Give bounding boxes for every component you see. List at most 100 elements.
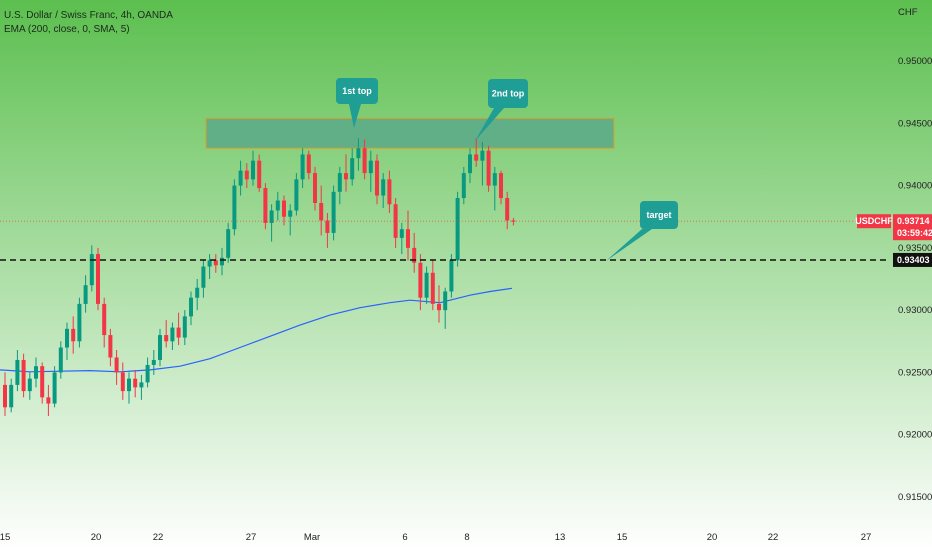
candle-body	[387, 179, 392, 205]
candle	[207, 254, 212, 279]
candle	[83, 275, 88, 313]
candle-body	[412, 247, 417, 263]
ema-line	[0, 287, 513, 373]
candle	[133, 369, 138, 398]
candle-body	[486, 150, 491, 186]
candle-body	[257, 160, 262, 189]
candle-body	[418, 262, 423, 298]
x-tick-label: 27	[246, 532, 257, 543]
candle-body	[362, 148, 367, 174]
candle	[65, 322, 69, 360]
candle-body	[127, 378, 131, 392]
symbol-tag-bg	[857, 214, 891, 229]
candle-body	[337, 173, 342, 192]
x-tick-label: 20	[91, 532, 102, 543]
candle	[77, 297, 82, 348]
candle-body	[282, 200, 286, 217]
candle-body	[213, 260, 218, 266]
candle-body	[313, 173, 317, 204]
callout-target-pointer	[606, 229, 652, 261]
candle	[325, 212, 330, 248]
symbol-title[interactable]: U.S. Dollar / Swiss Franc, 4h, OANDA	[4, 10, 173, 21]
callout-1st-top: 1st top	[336, 78, 378, 128]
candle	[232, 179, 237, 236]
candle	[375, 154, 379, 205]
candle-body	[461, 173, 466, 199]
candle	[344, 154, 348, 192]
candle-body	[238, 170, 243, 186]
candle-body	[368, 160, 373, 174]
x-tick-label: 6	[402, 532, 407, 543]
candle	[381, 173, 386, 208]
y-tick-label: 0.94500	[898, 118, 932, 129]
candle	[449, 254, 454, 298]
candle-body	[424, 272, 429, 298]
callout-1st-top-box	[336, 78, 378, 104]
candle-body	[15, 359, 20, 385]
indicator-label[interactable]: EMA (200, close, 0, SMA, 5)	[4, 24, 130, 35]
candle-body	[65, 328, 69, 348]
y-tick-label: 0.92000	[898, 430, 932, 441]
candle-body	[325, 220, 330, 233]
callout-target: target	[606, 201, 678, 261]
candle	[387, 170, 392, 213]
last-price-tag: 0.93714	[897, 216, 930, 226]
candle-body	[455, 198, 460, 261]
candle	[474, 138, 479, 167]
candle	[368, 150, 373, 192]
y-tick-label: 0.94000	[898, 181, 932, 192]
candle	[127, 372, 131, 404]
candle	[356, 138, 361, 171]
candle-body	[151, 359, 156, 365]
candle	[3, 372, 7, 417]
candle	[9, 378, 14, 413]
candle	[189, 291, 193, 326]
y-tick-label: 0.93000	[898, 305, 932, 316]
candle	[480, 141, 485, 186]
candle-body	[83, 285, 88, 304]
candle	[406, 210, 410, 261]
candle-body	[207, 260, 212, 267]
candle-body	[71, 328, 76, 342]
candle-body	[437, 303, 441, 311]
candle	[443, 287, 448, 329]
candle	[244, 163, 249, 189]
candle-body	[96, 254, 100, 304]
candle	[455, 191, 460, 267]
candle	[399, 222, 404, 255]
candle-body	[120, 372, 125, 392]
candle-body	[164, 335, 169, 342]
x-tick-label: 8	[464, 532, 469, 543]
candle	[46, 384, 51, 417]
candle	[71, 316, 76, 354]
candle	[102, 297, 107, 348]
x-tick-label: Mar	[304, 532, 320, 543]
candle-body	[102, 303, 107, 336]
candle-body	[492, 173, 497, 186]
candle	[362, 139, 367, 180]
callout-2nd-top: 2nd top	[475, 79, 528, 141]
candle	[27, 372, 32, 400]
candle	[499, 170, 503, 205]
candle-body	[319, 203, 324, 221]
candle	[213, 254, 218, 273]
candle-body	[468, 154, 472, 174]
candle-body	[393, 204, 398, 238]
candle-body	[226, 229, 231, 258]
candle	[89, 245, 94, 292]
candle-body	[275, 200, 280, 211]
candle-body	[52, 372, 57, 404]
y-tick-label: 0.95000	[898, 56, 932, 67]
callout-2nd-top-box	[488, 79, 528, 108]
candle	[306, 150, 311, 180]
candle	[300, 148, 305, 189]
candle	[145, 357, 150, 388]
candle	[21, 353, 26, 398]
candle-body	[300, 154, 305, 180]
level-price-tag-bg	[893, 252, 932, 267]
candle-body	[40, 366, 45, 398]
x-tick-label: 13	[555, 532, 566, 543]
candle-body	[251, 160, 255, 180]
candle-body	[220, 257, 224, 266]
